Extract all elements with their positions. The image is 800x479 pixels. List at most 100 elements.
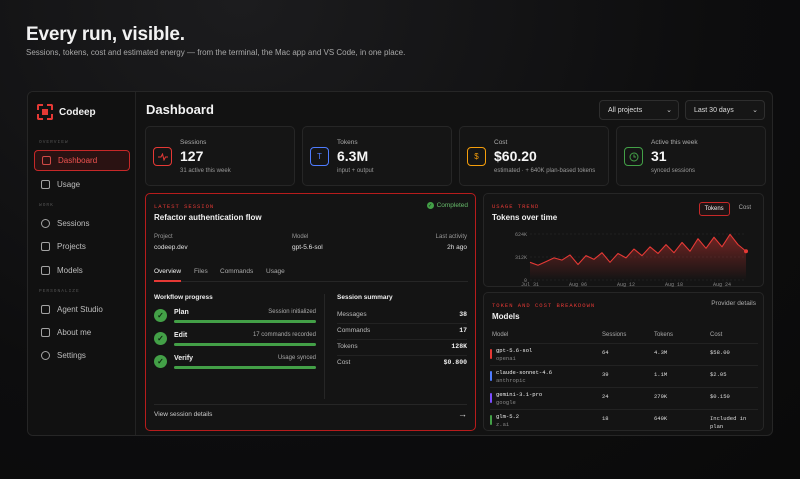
stat-value: $60.20	[494, 148, 537, 164]
sidebar-item-label: Settings	[57, 351, 86, 360]
user-card-icon	[41, 328, 50, 337]
table-row[interactable]: gpt-5.6-sol openai 64 4.3M $58.00	[490, 343, 758, 365]
provider-details-link[interactable]: Provider details	[711, 300, 756, 307]
x-tick-label: Aug 12	[617, 282, 635, 288]
status-badge: ✓ Completed	[426, 202, 468, 209]
sidebar-item-label: Sessions	[57, 219, 90, 228]
range-filter-select[interactable]: Last 30 days ⌄	[685, 100, 765, 120]
sidebar-item-projects[interactable]: Projects	[34, 236, 130, 257]
step-progress-fill	[174, 366, 316, 369]
workflow-step-edit: ✓ Edit 17 commands recorded	[154, 330, 316, 352]
summary-value: 17	[459, 327, 467, 334]
breakdown-kicker: TOKEN AND COST BREAKDOWN	[492, 302, 596, 309]
col-header-sessions: Sessions	[602, 332, 627, 338]
sidebar-item-about-me[interactable]: About me	[34, 322, 130, 343]
breakdown-card: TOKEN AND COST BREAKDOWN Models Provider…	[483, 292, 764, 431]
trend-kicker: USAGE TREND	[492, 203, 540, 210]
app-window: Codeep OVERVIEW Dashboard Usage WORK Ses…	[27, 91, 773, 436]
tab-commands[interactable]: Commands	[220, 268, 254, 275]
tokens-cell: 270K	[654, 393, 668, 400]
sidebar-item-dashboard[interactable]: Dashboard	[34, 150, 130, 171]
series-color-marker	[490, 371, 492, 381]
tab-files[interactable]: Files	[194, 268, 208, 275]
token-icon: T	[310, 147, 329, 166]
view-session-details-link[interactable]: View session details →	[154, 404, 467, 424]
cube-icon	[41, 266, 50, 275]
dollar-icon: $	[467, 147, 486, 166]
step-name: Verify	[174, 355, 194, 362]
cost-cell: $0.150	[710, 393, 730, 400]
stat-card-tokens: T Tokens 6.3M input + output	[302, 126, 452, 186]
stat-label: Tokens	[337, 139, 358, 146]
stat-sub: 31 active this week	[180, 168, 231, 174]
table-row[interactable]: glm-5.2 z.ai 18 640K Included in plan	[490, 409, 758, 431]
x-tick-label: Aug 18	[665, 282, 683, 288]
sidebar: Codeep OVERVIEW Dashboard Usage WORK Ses…	[28, 92, 136, 435]
step-note: Usage synced	[277, 355, 316, 361]
tokens-cell: 640K	[654, 415, 668, 422]
stat-sub: synced sessions	[651, 168, 696, 174]
sidebar-item-label: Agent Studio	[57, 305, 103, 314]
sidebar-item-settings[interactable]: Settings	[34, 345, 130, 366]
brand[interactable]: Codeep	[37, 104, 96, 120]
summary-key: Messages	[337, 311, 367, 318]
page-title: Dashboard	[146, 102, 214, 117]
sidebar-item-label: About me	[57, 328, 92, 337]
series-endpoint	[744, 249, 748, 254]
check-icon: ✓	[154, 332, 167, 345]
tab-usage[interactable]: Usage	[266, 268, 285, 275]
summary-value: 128K	[451, 343, 467, 350]
table-row[interactable]: gemini-3.1-pro google 24 270K $0.150	[490, 387, 758, 409]
check-icon: ✓	[426, 202, 434, 209]
summary-key: Cost	[337, 359, 351, 366]
sidebar-item-usage[interactable]: Usage	[34, 174, 130, 195]
series-area	[530, 234, 746, 280]
sidebar-item-models[interactable]: Models	[34, 260, 130, 281]
step-progress-bar	[174, 366, 316, 369]
trend-title: Tokens over time	[492, 213, 558, 222]
summary-row-cost: Cost $0.800	[337, 356, 467, 372]
chevron-down-icon: ⌄	[752, 107, 758, 114]
y-tick-label: 0	[524, 278, 527, 284]
stat-card-cost: $ Cost $60.20 estimated · + 640K plan-ba…	[459, 126, 609, 186]
summary-value: 38	[459, 311, 467, 318]
provider-name: anthropic	[496, 377, 526, 384]
sidebar-item-label: Usage	[57, 180, 81, 189]
chat-icon	[41, 219, 50, 228]
tokens-cell: 4.3M	[654, 349, 668, 356]
workflow-title: Workflow progress	[154, 294, 213, 301]
sessions-cell: 64	[602, 349, 609, 356]
nav-section-personalize: PERSONALIZE	[39, 289, 80, 294]
series-color-marker	[490, 349, 492, 359]
series-line	[529, 233, 747, 266]
sidebar-item-agent-studio[interactable]: Agent Studio	[34, 299, 130, 320]
model-value: gpt-5.6-sol	[292, 244, 323, 251]
summary-title: Session summary	[337, 294, 393, 301]
step-name: Edit	[174, 332, 188, 339]
provider-name: z.ai	[496, 421, 510, 428]
summary-row-commands: Commands 17	[337, 324, 467, 340]
toggle-cost[interactable]: Cost	[738, 205, 751, 211]
step-name: Plan	[174, 309, 189, 316]
toggle-tokens[interactable]: Tokens	[698, 202, 730, 216]
latest-session-card: LATEST SESSION Refactor authentication f…	[145, 193, 476, 431]
cost-cell: Included in plan	[710, 415, 747, 430]
summary-value: $0.800	[443, 359, 467, 366]
table-row[interactable]: claude-sonnet-4.6 anthropic 39 1.1M $2.05	[490, 365, 758, 387]
nav-section-overview: OVERVIEW	[39, 140, 69, 145]
latest-session-title: Refactor authentication flow	[154, 213, 262, 222]
trend-toggle: Tokens Cost	[698, 202, 756, 216]
summary-key: Tokens	[337, 343, 358, 350]
grid-icon	[42, 156, 51, 165]
sparkle-icon	[41, 305, 50, 314]
breakdown-title: Models	[492, 312, 520, 321]
project-label: Project	[154, 234, 173, 240]
tab-overview[interactable]: Overview	[154, 268, 182, 282]
stat-card-sessions: Sessions 127 31 active this week	[145, 126, 295, 186]
sidebar-item-label: Projects	[57, 242, 86, 251]
chevron-down-icon: ⌄	[666, 107, 672, 114]
x-tick-label: Jul 31	[521, 282, 539, 288]
sidebar-item-sessions[interactable]: Sessions	[34, 213, 130, 234]
project-filter-select[interactable]: All projects ⌄	[599, 100, 679, 120]
